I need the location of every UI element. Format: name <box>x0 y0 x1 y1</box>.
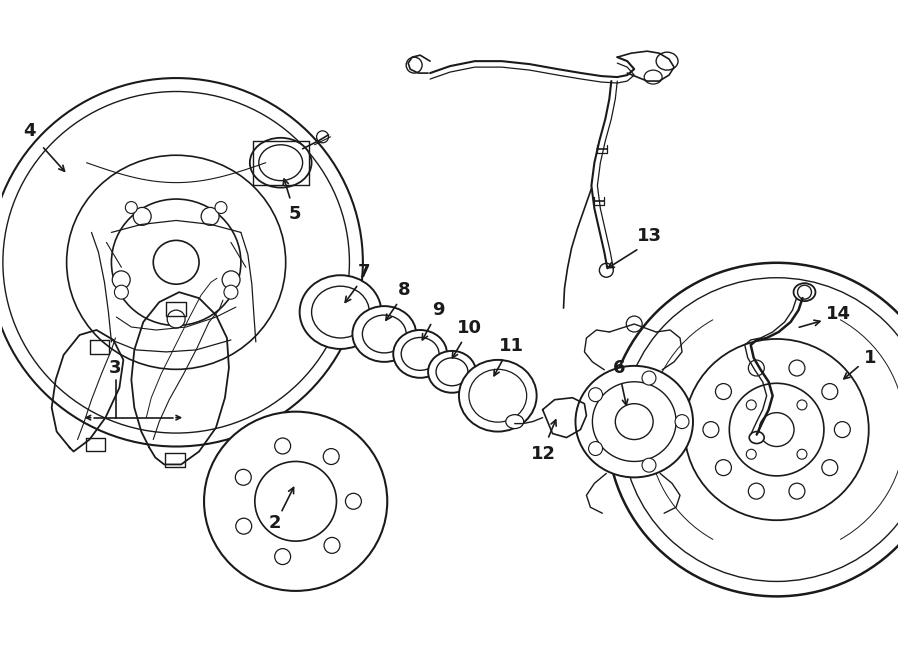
Circle shape <box>201 207 219 225</box>
Circle shape <box>133 207 151 225</box>
Circle shape <box>748 483 764 499</box>
Circle shape <box>642 371 656 385</box>
Text: 3: 3 <box>109 359 122 377</box>
Circle shape <box>834 422 850 438</box>
Circle shape <box>703 422 719 438</box>
Circle shape <box>274 438 291 454</box>
Ellipse shape <box>608 263 900 596</box>
Circle shape <box>626 316 643 332</box>
Ellipse shape <box>575 366 693 477</box>
Circle shape <box>236 518 252 534</box>
Ellipse shape <box>459 360 536 432</box>
Circle shape <box>675 414 689 428</box>
Ellipse shape <box>436 358 468 386</box>
Text: 12: 12 <box>531 446 556 463</box>
Ellipse shape <box>401 338 439 370</box>
Circle shape <box>797 400 807 410</box>
Ellipse shape <box>506 414 524 428</box>
Circle shape <box>323 449 339 465</box>
Ellipse shape <box>3 91 349 433</box>
Circle shape <box>114 285 129 299</box>
Ellipse shape <box>794 283 815 301</box>
Circle shape <box>346 493 362 509</box>
Circle shape <box>224 285 238 299</box>
Text: 14: 14 <box>826 305 850 323</box>
Ellipse shape <box>112 199 241 326</box>
Ellipse shape <box>592 382 676 461</box>
Ellipse shape <box>250 138 311 187</box>
Ellipse shape <box>353 306 416 362</box>
Circle shape <box>235 469 251 485</box>
Ellipse shape <box>300 275 382 349</box>
Circle shape <box>642 458 656 472</box>
Circle shape <box>746 400 756 410</box>
Circle shape <box>274 549 291 565</box>
Text: 10: 10 <box>457 319 482 337</box>
Text: 5: 5 <box>288 205 301 224</box>
Ellipse shape <box>0 78 363 446</box>
Ellipse shape <box>469 369 526 422</box>
Circle shape <box>589 442 602 455</box>
Circle shape <box>789 483 805 499</box>
Ellipse shape <box>749 432 764 444</box>
Circle shape <box>125 201 138 214</box>
Ellipse shape <box>644 70 662 84</box>
Circle shape <box>599 263 613 277</box>
Ellipse shape <box>622 278 900 581</box>
Text: 11: 11 <box>500 337 524 355</box>
Ellipse shape <box>255 461 337 541</box>
Circle shape <box>167 310 185 328</box>
Text: 4: 4 <box>23 122 36 140</box>
Text: 2: 2 <box>268 514 281 532</box>
Circle shape <box>797 285 812 299</box>
Circle shape <box>716 459 732 475</box>
Ellipse shape <box>311 286 369 338</box>
Circle shape <box>589 388 602 402</box>
Ellipse shape <box>259 145 302 181</box>
Ellipse shape <box>204 412 387 591</box>
Ellipse shape <box>685 339 868 520</box>
Text: 6: 6 <box>613 359 626 377</box>
Text: 1: 1 <box>864 349 877 367</box>
Text: 8: 8 <box>398 281 410 299</box>
Circle shape <box>222 271 240 289</box>
Circle shape <box>789 360 805 376</box>
Circle shape <box>215 201 227 214</box>
Circle shape <box>317 131 328 143</box>
Circle shape <box>112 271 130 289</box>
Circle shape <box>746 449 756 459</box>
Circle shape <box>797 449 807 459</box>
Ellipse shape <box>67 156 285 369</box>
Ellipse shape <box>656 52 678 70</box>
Ellipse shape <box>616 404 653 440</box>
Text: 7: 7 <box>358 263 371 281</box>
Text: 9: 9 <box>432 301 445 319</box>
Ellipse shape <box>760 412 794 446</box>
Ellipse shape <box>729 383 824 476</box>
Circle shape <box>748 360 764 376</box>
Ellipse shape <box>393 330 447 378</box>
Ellipse shape <box>363 315 406 353</box>
Ellipse shape <box>428 351 476 393</box>
Ellipse shape <box>153 240 199 284</box>
Circle shape <box>822 459 838 475</box>
Circle shape <box>822 383 838 399</box>
Circle shape <box>716 383 732 399</box>
Circle shape <box>324 538 340 553</box>
Text: 13: 13 <box>636 228 662 246</box>
Circle shape <box>406 57 422 73</box>
